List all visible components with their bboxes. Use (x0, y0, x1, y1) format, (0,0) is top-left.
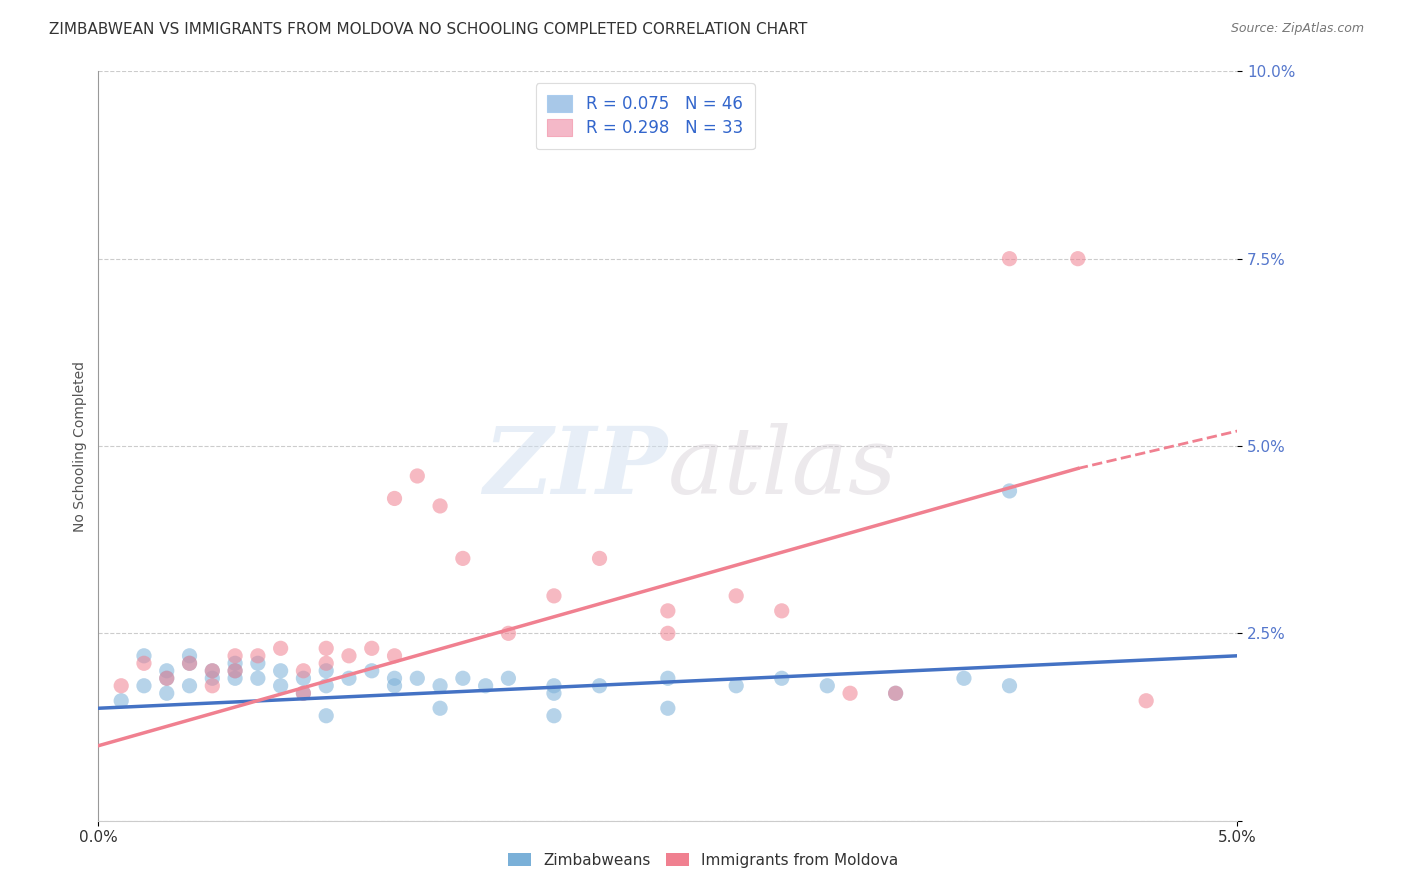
Point (315, 657, 337, 671)
Text: Source: ZipAtlas.com: Source: ZipAtlas.com (1230, 22, 1364, 36)
Point (315, 641, 337, 656)
Point (429, 701, 451, 715)
Point (179, 648, 201, 663)
Point (657, 671, 679, 685)
Point (270, 641, 292, 656)
Point (474, 679, 496, 693)
Text: ZIMBABWEAN VS IMMIGRANTS FROM MOLDOVA NO SCHOOLING COMPLETED CORRELATION CHART: ZIMBABWEAN VS IMMIGRANTS FROM MOLDOVA NO… (49, 22, 807, 37)
Point (201, 664, 224, 678)
Point (315, 708, 337, 723)
Point (110, 679, 132, 693)
Point (179, 657, 201, 671)
Point (498, 626, 520, 640)
Point (543, 708, 565, 723)
Point (201, 664, 224, 678)
Point (224, 664, 246, 678)
Point (246, 657, 269, 671)
Point (406, 671, 429, 685)
Point (451, 671, 474, 685)
Point (292, 664, 315, 678)
Point (246, 671, 269, 685)
Point (543, 686, 565, 700)
Point (815, 679, 838, 693)
Point (384, 491, 406, 506)
Point (770, 671, 793, 685)
Point (953, 671, 976, 685)
Point (998, 679, 1021, 693)
Point (770, 604, 793, 618)
Point (337, 671, 360, 685)
Legend: Zimbabweans, Immigrants from Moldova: Zimbabweans, Immigrants from Moldova (501, 845, 905, 875)
Point (270, 664, 292, 678)
Text: atlas: atlas (668, 424, 897, 514)
Point (588, 551, 610, 566)
Point (360, 664, 382, 678)
Point (270, 679, 292, 693)
Point (998, 252, 1021, 266)
Point (1135, 694, 1157, 708)
Point (292, 686, 315, 700)
Point (246, 648, 269, 663)
Point (292, 686, 315, 700)
Y-axis label: No Schooling Completed: No Schooling Completed (73, 360, 87, 532)
Point (725, 589, 748, 603)
Point (360, 641, 382, 656)
Point (384, 679, 406, 693)
Point (315, 679, 337, 693)
Point (132, 679, 155, 693)
Point (201, 679, 224, 693)
Point (224, 657, 246, 671)
Point (839, 686, 862, 700)
Point (543, 679, 565, 693)
Point (156, 671, 179, 685)
Point (725, 679, 748, 693)
Point (156, 664, 179, 678)
Point (179, 679, 201, 693)
Point (337, 648, 360, 663)
Point (384, 671, 406, 685)
Point (543, 589, 565, 603)
Point (498, 671, 520, 685)
Point (429, 679, 451, 693)
Point (657, 604, 679, 618)
Text: ZIP: ZIP (484, 424, 668, 514)
Point (156, 671, 179, 685)
Point (998, 483, 1021, 498)
Point (292, 671, 315, 685)
Point (132, 657, 155, 671)
Point (224, 664, 246, 678)
Point (384, 648, 406, 663)
Point (1067, 252, 1090, 266)
Point (224, 671, 246, 685)
Point (884, 686, 907, 700)
Point (588, 679, 610, 693)
Point (201, 671, 224, 685)
Point (884, 686, 907, 700)
Point (406, 469, 429, 483)
Point (657, 626, 679, 640)
Legend: R = 0.075   N = 46, R = 0.298   N = 33: R = 0.075 N = 46, R = 0.298 N = 33 (536, 84, 755, 149)
Point (132, 648, 155, 663)
Point (224, 648, 246, 663)
Point (451, 551, 474, 566)
Point (429, 499, 451, 513)
Point (657, 701, 679, 715)
Point (156, 686, 179, 700)
Point (315, 664, 337, 678)
Point (179, 657, 201, 671)
Point (110, 694, 132, 708)
